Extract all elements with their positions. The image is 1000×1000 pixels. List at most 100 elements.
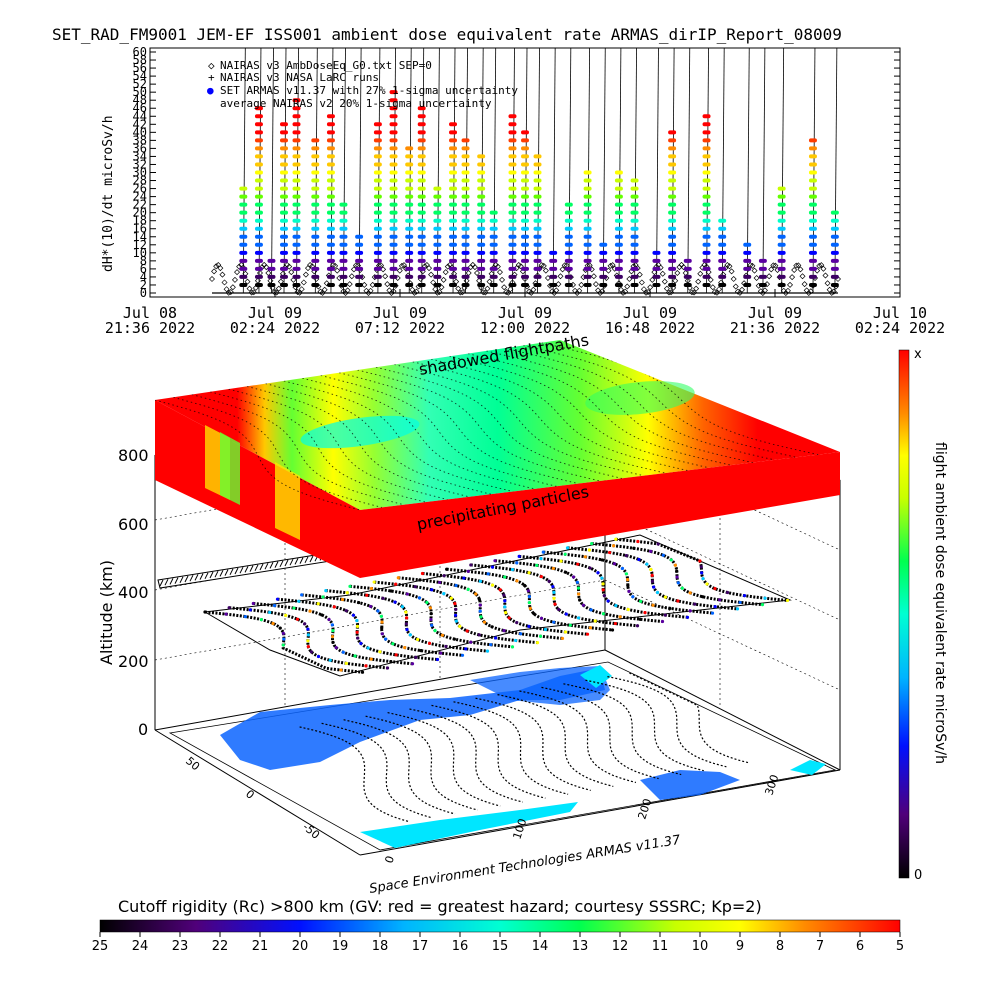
- armas-point: [743, 242, 752, 247]
- orbit-track-point: [676, 599, 680, 603]
- armas-point: [808, 202, 817, 207]
- orbit-track-point: [742, 594, 747, 598]
- orbit-track-point: [650, 573, 654, 577]
- orbit-track-point: [490, 583, 495, 587]
- orbit-track-point: [651, 603, 655, 607]
- armas-point: [417, 282, 426, 287]
- shadowed-strip-mark: [194, 574, 199, 581]
- armas-point: [389, 266, 398, 271]
- armas-point: [417, 186, 426, 191]
- armas-point: [292, 210, 301, 215]
- time-series-panel: dH*(10)/dt microSv/h 0246810121416182022…: [101, 45, 945, 337]
- orbit-track-point: [699, 565, 703, 569]
- orbit-track-point: [453, 601, 457, 606]
- nairas-point: [396, 267, 403, 274]
- orbit-track-point: [355, 630, 359, 634]
- armas-point: [326, 218, 335, 223]
- orbit-track-point: [593, 619, 597, 623]
- orbit-track-point: [490, 625, 494, 629]
- armas-point: [521, 170, 529, 175]
- orbit-track-point: [620, 566, 625, 571]
- orbit-track-point: [430, 623, 434, 627]
- armas-point: [683, 274, 692, 279]
- y-tick-label: 20: [133, 206, 147, 220]
- colorbar-tick-label: 19: [332, 939, 349, 954]
- armas-point: [743, 274, 752, 279]
- y-tick-label: 36: [133, 141, 147, 155]
- armas-point: [417, 154, 426, 159]
- nairas-point: [476, 277, 483, 284]
- armas-point: [583, 226, 592, 231]
- orbit-track-point: [701, 595, 705, 599]
- orbit-track-point: [306, 627, 310, 631]
- shadowed-strip-mark: [299, 557, 304, 564]
- orbit-track-point: [328, 658, 332, 662]
- armas-point: [743, 266, 752, 271]
- vertical-colorbar-fill: [898, 349, 910, 879]
- nairas-point: [413, 288, 420, 295]
- orbit-track-point: [515, 620, 519, 625]
- armas-point: [533, 178, 542, 183]
- nairas-point: [300, 279, 307, 286]
- armas-point: [373, 122, 382, 127]
- nairas-point: [517, 263, 524, 270]
- armas-point: [830, 218, 839, 223]
- orbit-track-point: [588, 626, 593, 630]
- orbit-track-point: [575, 580, 579, 584]
- armas-point: [433, 266, 442, 271]
- armas-point: [758, 282, 767, 287]
- armas-point: [477, 170, 486, 175]
- armas-point: [830, 282, 839, 287]
- orbit-track-point: [560, 636, 565, 641]
- uncertainty-line: [781, 47, 785, 294]
- armas-point: [702, 274, 711, 279]
- orbit-track-point: [527, 600, 531, 605]
- armas-point: [630, 202, 639, 207]
- armas-point: [702, 130, 711, 135]
- armas-point: [254, 266, 263, 271]
- armas-point: [292, 130, 301, 135]
- orbit-track: [567, 546, 738, 611]
- armas-point: [521, 194, 529, 199]
- colorbar-tick-label: 12: [612, 939, 629, 954]
- armas-point: [718, 242, 727, 247]
- orbit-track-point: [460, 653, 465, 657]
- nairas-point: [455, 285, 462, 292]
- armas-point: [339, 202, 348, 207]
- orbit-track-point: [660, 619, 665, 624]
- nairas-point: [221, 279, 228, 286]
- orbit-track-point: [281, 631, 285, 635]
- armas-point: [389, 282, 398, 287]
- armas-point: [702, 210, 711, 215]
- colorbar-tick-label: 8: [776, 939, 784, 954]
- armas-point: [417, 218, 426, 223]
- armas-point: [292, 138, 301, 143]
- orbit-track-point: [626, 578, 630, 582]
- orbit-track-point: [607, 550, 612, 555]
- armas-point: [489, 218, 498, 223]
- armas-point: [777, 258, 786, 263]
- nairas-point: [440, 276, 447, 283]
- altitude-axis-label: Altitude (km): [97, 560, 116, 665]
- nairas-point: [680, 264, 687, 271]
- nairas-point: [538, 262, 545, 269]
- armas-point: [533, 210, 542, 215]
- nairas-point: [638, 279, 645, 286]
- orbit-track: [494, 559, 663, 623]
- nairas-point: [484, 285, 491, 292]
- uncertainty-line: [746, 47, 750, 294]
- armas-series: [239, 90, 839, 287]
- nairas-point: [691, 289, 698, 296]
- ground-track: [585, 679, 704, 772]
- orbit-track-point: [551, 584, 555, 589]
- orbit-track-point: [601, 582, 605, 586]
- armas-point: [477, 242, 486, 247]
- armas-point: [583, 170, 592, 175]
- orbit-track-point: [345, 591, 349, 595]
- armas-point: [683, 266, 692, 271]
- orbit-track-point: [649, 567, 653, 572]
- armas-point: [461, 218, 470, 223]
- armas-point: [239, 218, 248, 223]
- ground-track: [409, 708, 523, 803]
